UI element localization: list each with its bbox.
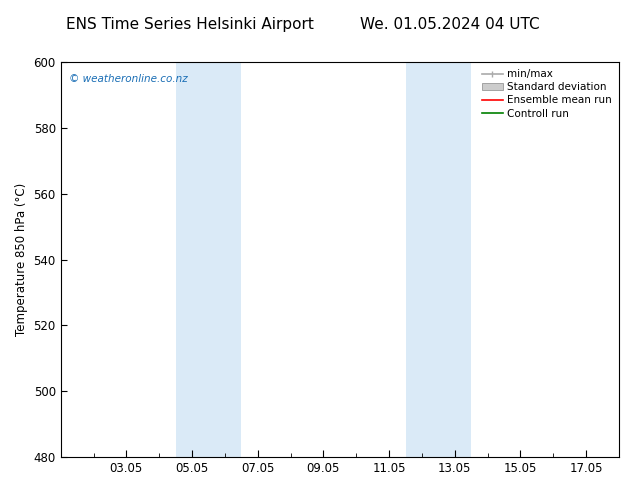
Title: ENS Time Series Helsinki Airport         We. 01.05.2024 04 UTC: ENS Time Series Helsinki Airport We. 01.… xyxy=(0,489,1,490)
Text: ENS Time Series Helsinki Airport: ENS Time Series Helsinki Airport xyxy=(67,17,314,32)
Y-axis label: Temperature 850 hPa (°C): Temperature 850 hPa (°C) xyxy=(15,183,28,336)
Text: © weatheronline.co.nz: © weatheronline.co.nz xyxy=(69,74,188,84)
Text: We. 01.05.2024 04 UTC: We. 01.05.2024 04 UTC xyxy=(360,17,540,32)
Bar xyxy=(176,62,242,457)
Bar xyxy=(406,62,471,457)
Legend: min/max, Standard deviation, Ensemble mean run, Controll run: min/max, Standard deviation, Ensemble me… xyxy=(480,67,614,121)
